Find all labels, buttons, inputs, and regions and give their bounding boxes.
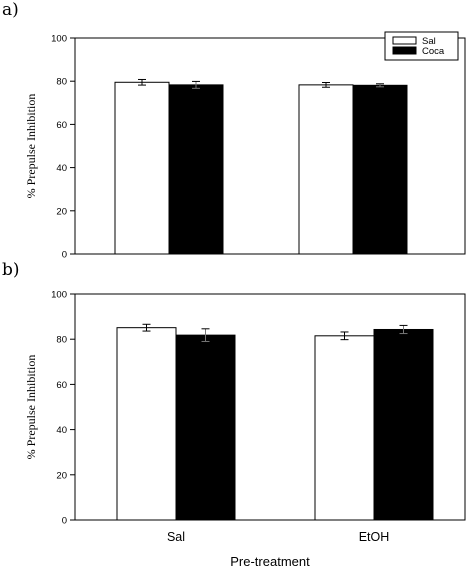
panel-b-ytick-label-40: 40 <box>56 425 67 436</box>
panel-a-legend-swatch-sal <box>392 36 417 45</box>
panel-a-ytick-label-60: 60 <box>56 120 67 131</box>
panel-a-ytick-label-0: 0 <box>62 250 67 261</box>
panel-b-category-label-sal: Sal <box>167 530 185 544</box>
panel-a-ytick-label-40: 40 <box>56 163 67 174</box>
panel-b-category-label-etoh: EtOH <box>359 530 390 544</box>
panel-a-bar-coca-etoh <box>352 84 408 255</box>
panel-b-bar-sal-sal <box>116 327 177 521</box>
panel-b-bar-coca-sal <box>175 334 236 521</box>
panel-a-ytick-label-20: 20 <box>56 206 67 217</box>
panel-a-legend-label-coca: Coca <box>422 46 445 57</box>
panel-a-ytick-label-100: 100 <box>51 34 67 45</box>
panel-b-x-axis-label: Pre-treatment <box>230 554 310 567</box>
panel-a-ytick-label-80: 80 <box>56 77 67 88</box>
panel-b-ytick-label-80: 80 <box>56 335 67 346</box>
panel-b-y-axis-label: % Prepulse Inhibition <box>24 355 38 460</box>
panel-a-bar-sal-etoh <box>298 84 354 255</box>
panel-b-ytick-label-20: 20 <box>56 470 67 481</box>
panel-b-bar-coca-etoh <box>373 328 434 521</box>
panel-a-y-axis-label: % Prepulse Inhibition <box>24 94 38 199</box>
panel-b-ytick-label-100: 100 <box>51 290 67 301</box>
panel-b-label: b) <box>2 260 20 280</box>
panel-b-ytick-label-0: 0 <box>62 516 67 527</box>
panel-a-legend-label-sal: Sal <box>422 36 436 47</box>
panel-a-legend-swatch-coca <box>392 46 417 55</box>
panel-a-bar-sal-sal <box>114 81 170 255</box>
panel-b-plot-frame <box>74 293 466 521</box>
panel-a-label: a) <box>2 0 19 20</box>
panel-a-bar-coca-sal <box>168 84 224 255</box>
panel-b-ytick-label-60: 60 <box>56 380 67 391</box>
panel-a-plot-frame <box>74 37 466 255</box>
panel-b-bar-sal-etoh <box>314 335 375 521</box>
